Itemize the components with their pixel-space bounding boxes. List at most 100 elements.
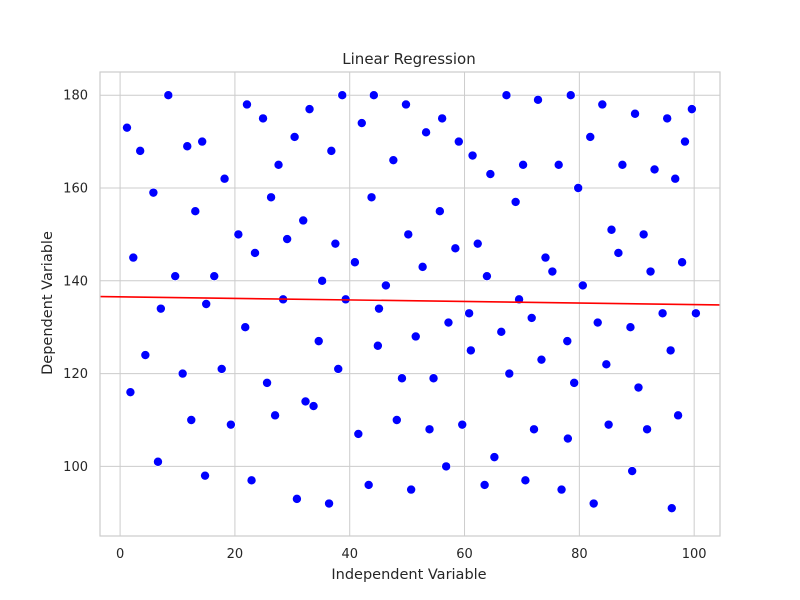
scatter-point: [630, 108, 641, 119]
scatter-point: [330, 238, 341, 249]
scatter-point: [588, 498, 599, 509]
scatter-point: [601, 359, 612, 370]
scatter-point: [356, 118, 367, 129]
scatter-point: [496, 326, 507, 337]
regression-line: [99, 295, 721, 306]
scatter-point: [665, 345, 676, 356]
scatter-point: [368, 90, 379, 101]
scatter-point: [690, 308, 701, 319]
scatter-point: [645, 266, 656, 277]
scatter-point: [219, 173, 230, 184]
scatter-point: [565, 90, 576, 101]
y-tick-label: 160: [63, 182, 88, 197]
scatter-point: [592, 317, 603, 328]
scatter-point: [304, 104, 315, 115]
scatter-point: [518, 159, 529, 170]
scatter-point: [125, 387, 136, 398]
scatter-point: [197, 136, 208, 147]
scatter-point: [510, 196, 521, 207]
scatter-point: [686, 104, 697, 115]
scatter-point: [573, 182, 584, 193]
scatter-point: [182, 141, 193, 152]
scatter-point: [562, 336, 573, 347]
scatter-point: [479, 479, 490, 490]
scatter-point: [501, 90, 512, 101]
scatter-point: [266, 192, 277, 203]
scatter-point: [201, 298, 212, 309]
scatter-point: [450, 243, 461, 254]
scatter-point: [163, 90, 174, 101]
y-tick-label: 180: [63, 89, 88, 104]
scatter-point: [677, 257, 688, 268]
scatter-point: [536, 354, 547, 365]
scatter-point: [291, 493, 302, 504]
scatter-point: [366, 192, 377, 203]
scatter-point: [240, 322, 251, 333]
scatter-point: [298, 215, 309, 226]
scatter-point: [625, 322, 636, 333]
scatter-point: [437, 113, 448, 124]
scatter-point: [400, 99, 411, 110]
scatter-point: [200, 470, 211, 481]
scatter-point: [453, 136, 464, 147]
scatter-point: [249, 247, 260, 258]
scatter-point: [333, 363, 344, 374]
scatter-point: [529, 424, 540, 435]
scatter-point: [148, 187, 159, 198]
scatter-point: [363, 479, 374, 490]
scatter-point: [457, 419, 468, 430]
scatter-point: [225, 419, 236, 430]
scatter-point: [556, 484, 567, 495]
x-tick-labels: 0 20 40 60 80 100: [116, 547, 707, 562]
scatter-point: [417, 261, 428, 272]
scatter-point: [155, 303, 166, 314]
x-tick-label: 60: [456, 547, 473, 562]
scatter-point: [121, 122, 132, 133]
scatter-point: [324, 498, 335, 509]
x-tick-label: 20: [227, 547, 244, 562]
x-tick-label: 40: [341, 547, 358, 562]
scatter-point: [128, 252, 139, 263]
scatter-point: [258, 113, 269, 124]
scatter-point: [300, 396, 311, 407]
scatter-point: [585, 131, 596, 142]
scatter-point: [380, 280, 391, 291]
scatter-point: [152, 456, 163, 467]
scatter-point: [170, 271, 181, 282]
scatter-point: [190, 206, 201, 217]
scatter-point: [317, 275, 328, 286]
scatter-point: [627, 466, 638, 477]
scatter-point: [603, 419, 614, 430]
scatter-point: [472, 238, 483, 249]
scatter-point: [209, 271, 220, 282]
scatter-point: [186, 414, 197, 425]
scatter-point: [391, 414, 402, 425]
scatter-point: [638, 229, 649, 240]
scatter-point: [421, 127, 432, 138]
scatter-point: [562, 433, 573, 444]
scatter-point: [464, 308, 475, 319]
scatter-point: [441, 461, 452, 472]
scatter-point: [388, 155, 399, 166]
scatter-point: [373, 303, 384, 314]
y-tick-label: 140: [63, 274, 88, 289]
scatter-point: [679, 136, 690, 147]
scatter-point: [540, 252, 551, 263]
y-tick-labels: 100 120 140 160 180: [63, 89, 88, 475]
scatter-point: [553, 159, 564, 170]
scatter-point: [642, 424, 653, 435]
plot-frame: [99, 71, 721, 537]
scatter-point: [526, 312, 537, 323]
scatter-point: [481, 271, 492, 282]
scatter-point: [326, 145, 337, 156]
scatter-point: [657, 308, 668, 319]
scatter-point: [428, 373, 439, 384]
chart-title: Linear Regression: [342, 50, 475, 68]
scatter-point: [443, 317, 454, 328]
scatter-point: [673, 410, 684, 421]
scatter-point: [485, 169, 496, 180]
scatter-point: [617, 159, 628, 170]
scatter-points: [121, 90, 701, 514]
y-tick-label: 120: [63, 367, 88, 382]
